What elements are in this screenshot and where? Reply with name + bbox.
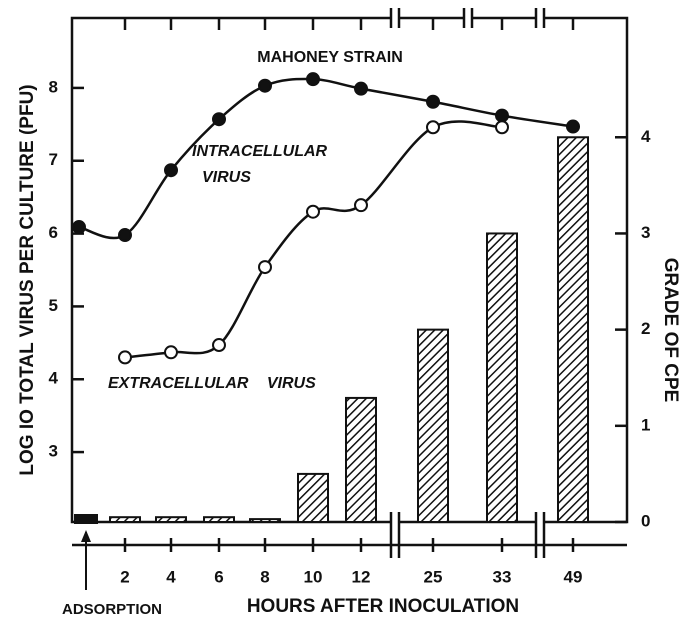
marker — [354, 81, 368, 96]
series-label: EXTRACELLULAR VIRUS — [108, 375, 316, 392]
y2-tick-label: 3 — [641, 223, 650, 242]
bar — [249, 518, 281, 523]
x-tick-label: 8 — [260, 567, 269, 586]
marker — [164, 163, 178, 178]
marker — [354, 198, 368, 213]
x-tick-label: 33 — [493, 567, 512, 586]
marker — [258, 78, 272, 93]
bar — [345, 396, 377, 524]
x-tick-label: 25 — [424, 567, 443, 586]
marker — [118, 350, 132, 365]
x-tick-label: 4 — [166, 567, 176, 586]
bar — [417, 328, 449, 523]
y-tick-label: 4 — [49, 369, 59, 388]
marker — [258, 260, 272, 275]
axis-breaks — [389, 8, 546, 558]
bar — [109, 516, 141, 524]
y2-tick-label: 0 — [641, 511, 650, 530]
y2-tick-label: 2 — [641, 319, 650, 338]
marker — [495, 120, 509, 135]
marker — [118, 228, 132, 243]
marker — [72, 220, 86, 235]
line — [78, 77, 574, 240]
marker — [566, 119, 580, 134]
bar — [203, 516, 235, 524]
x-tick-label: 10 — [304, 567, 323, 586]
bar — [486, 232, 518, 523]
bar — [297, 472, 329, 523]
y-tick-label: 5 — [49, 296, 58, 315]
x-tick-label: 6 — [214, 567, 223, 586]
line — [124, 120, 503, 359]
marker — [164, 345, 178, 360]
y-tick-label: 6 — [49, 223, 58, 242]
marker — [306, 204, 320, 219]
x-tick-label: 49 — [564, 567, 583, 586]
y-tick-label: 7 — [49, 150, 58, 169]
y2-tick-label: 1 — [641, 415, 650, 434]
y2-tick-label: 4 — [641, 127, 651, 146]
marker — [495, 108, 509, 123]
x-tick-label: 12 — [352, 567, 371, 586]
y-axis-label: LOG IO TOTAL VIRUS PER CULTURE (PFU) — [17, 84, 38, 475]
x-axis-label: HOURS AFTER INOCULATION — [247, 596, 519, 617]
chart-title: MAHONEY STRAIN — [257, 49, 403, 66]
adsorption-arrowhead — [81, 530, 91, 542]
adsorption-bar — [74, 514, 98, 524]
marker — [212, 338, 226, 353]
marker — [306, 72, 320, 87]
y2-axis-label: GRADE OF CPE — [660, 258, 681, 403]
bar — [155, 516, 187, 524]
series-label: INTRACELLULAR VIRUS — [192, 143, 328, 186]
marker — [212, 112, 226, 127]
marker — [426, 94, 440, 109]
marker — [426, 120, 440, 135]
y-tick-label: 8 — [49, 77, 58, 96]
y-tick-label: 3 — [49, 442, 58, 461]
bar — [557, 136, 589, 523]
annotation: ADSORPTION — [62, 601, 162, 618]
x-tick-label: 2 — [120, 567, 129, 586]
